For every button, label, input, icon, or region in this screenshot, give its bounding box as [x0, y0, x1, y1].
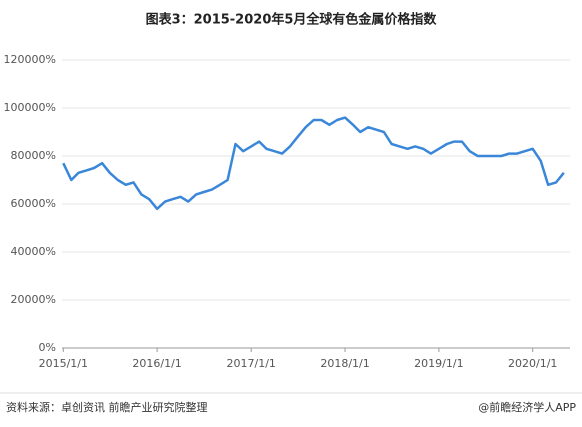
x-tick-label: 2018/1/1: [320, 357, 369, 370]
x-tick-label: 2020/1/1: [508, 357, 557, 370]
x-tick-label: 2019/1/1: [414, 357, 463, 370]
y-tick-label: 20000%: [11, 293, 56, 306]
x-tick-label: 2017/1/1: [227, 357, 276, 370]
y-tick-label: 0%: [39, 341, 56, 354]
y-tick-label: 100000%: [4, 101, 56, 114]
credit: @前瞻经济学人APP: [478, 400, 576, 414]
y-tick-label: 120000%: [4, 53, 56, 66]
y-tick-label: 60000%: [11, 197, 56, 210]
x-tick-label: 2016/1/1: [132, 357, 181, 370]
x-tick-label: 2015/1/1: [39, 357, 88, 370]
chart-title: 图表3：2015-2020年5月全球有色金属价格指数: [146, 12, 438, 28]
source: 资料来源：卓创资讯 前瞻产业研究院整理: [6, 400, 208, 414]
y-tick-label: 40000%: [11, 245, 56, 258]
line: [62, 116, 565, 211]
y-tick-label: 80000%: [11, 149, 56, 162]
